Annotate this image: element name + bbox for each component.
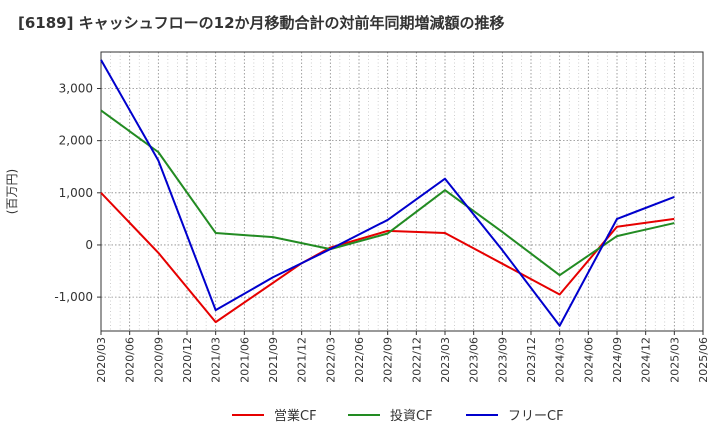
x-tick-label: 2024/03 [554,337,567,383]
legend-label-2: 投資CF [390,408,433,424]
y-tick-label: 0 [85,238,93,252]
chart-title: [6189] キャッシュフローの12か月移動合計の対前年同期増減額の推移 [18,14,505,32]
y-tick-label: -1,000 [54,290,93,304]
x-tick-label: 2022/03 [324,337,337,383]
x-tick-label: 2021/03 [210,337,223,383]
x-tick-label: 2024/09 [611,337,624,383]
x-tick-label: 2025/06 [697,337,710,383]
x-tick-label: 2020/12 [181,337,194,383]
x-tick-label: 2024/06 [582,337,595,383]
x-tick-label: 2022/12 [410,337,423,383]
legend-label-3: フリーCF [508,409,564,424]
x-tick-label: 2024/12 [640,337,653,383]
series-line-1 [100,192,675,324]
x-tick-label: 2020/09 [152,337,165,383]
x-tick-label: 2020/06 [124,337,137,383]
x-tick-label: 2023/06 [468,337,481,383]
plot-frame [100,51,704,332]
series-line-3 [100,59,675,327]
y-tick-label: 3,000 [59,82,93,96]
y-tick-label: 1,000 [59,186,93,200]
series-line-2 [100,109,675,277]
x-tick-label: 2023/03 [439,337,452,383]
x-tick-label: 2022/09 [382,337,395,383]
x-tick-label: 2023/09 [496,337,509,383]
y-axis-label: (百万円) [5,169,19,214]
x-tick-label: 2022/06 [353,337,366,383]
x-tick-label: 2025/03 [668,337,681,383]
y-tick-label: 2,000 [59,134,93,148]
x-tick-label: 2020/03 [95,337,108,383]
grid-group [100,52,704,331]
x-tick-label: 2021/12 [296,337,309,383]
legend-label-1: 営業CF [274,408,317,424]
x-tick-label: 2023/12 [525,337,538,383]
x-tick-label: 2021/06 [238,337,251,383]
x-tick-label: 2021/09 [267,337,280,383]
